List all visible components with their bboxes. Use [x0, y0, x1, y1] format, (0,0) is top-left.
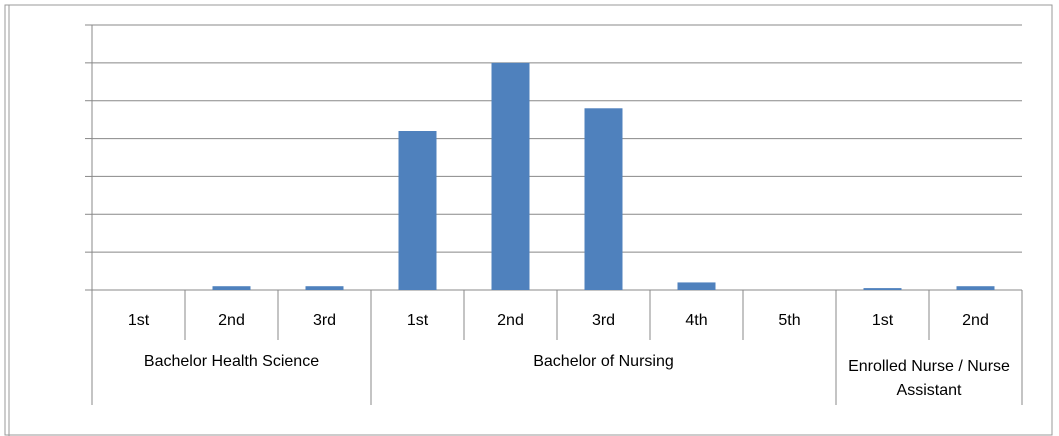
x-tick-label: 4th	[685, 312, 707, 329]
group-label: Enrolled Nurse / Nurse Assistant	[848, 358, 1010, 399]
bar	[398, 131, 437, 290]
group-label: Bachelor Health Science	[143, 353, 320, 370]
x-tick-label: 2nd	[497, 312, 524, 329]
bar	[584, 108, 623, 291]
frame	[4, 4, 1053, 436]
x-tick-label: 2nd	[962, 312, 989, 329]
bar	[305, 286, 344, 290]
x-tick-label: 5th	[778, 312, 800, 329]
bar	[491, 62, 530, 290]
bar	[863, 288, 902, 290]
x-tick-label: 1st	[128, 312, 150, 329]
x-tick-label: 1st	[872, 312, 894, 329]
x-tick-label: 3rd	[592, 312, 615, 329]
x-tick-label: 3rd	[313, 312, 336, 329]
bar	[212, 286, 251, 290]
group-label: Bachelor of Nursing	[533, 353, 674, 370]
x-tick-label: 2nd	[218, 312, 245, 329]
bar	[956, 286, 995, 290]
x-tick-label: 1st	[407, 312, 429, 329]
bar	[677, 282, 716, 290]
